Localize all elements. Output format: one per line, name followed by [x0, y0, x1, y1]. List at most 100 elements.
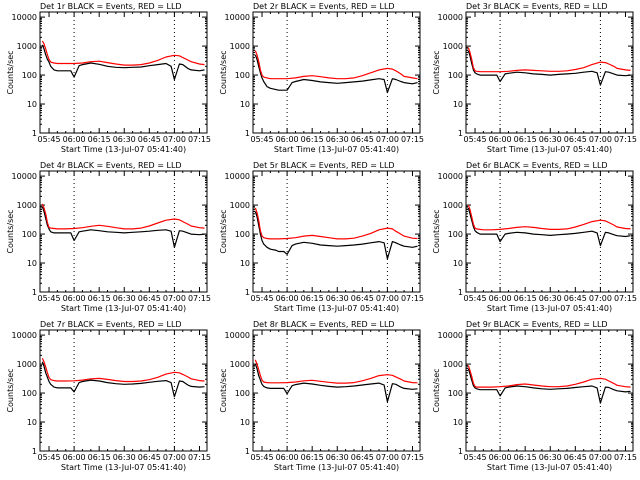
y-tick-label: 10000 [12, 13, 37, 22]
y-axis-label: Counts/sec [6, 368, 15, 412]
detector-panel: Det 3r BLACK = Events, RED = LLD 1 10 100 10… [432, 2, 637, 154]
x-tick-label: 06:30 [539, 294, 562, 303]
y-tick-label: 10 [240, 259, 250, 268]
y-axis-label: Counts/sec [219, 209, 228, 253]
series-line-events [467, 368, 631, 404]
y-tick-label: 1000 [230, 42, 250, 51]
x-tick-label: 07:00 [163, 294, 186, 303]
detector-panel: Det 4r BLACK = Events, RED = LLD 1 10 100 10… [6, 161, 211, 313]
panel-title: Det 6r BLACK = Events, RED = LLD [466, 161, 608, 170]
x-tick-label: 06:30 [326, 453, 349, 462]
x-tick-label: 05:45 [463, 135, 486, 144]
x-tick-label: 07:00 [163, 135, 186, 144]
x-tick-label: 07:00 [376, 453, 399, 462]
x-tick-label: 06:45 [351, 453, 374, 462]
x-tick-label: 05:45 [37, 453, 60, 462]
x-tick-label: 06:15 [88, 294, 111, 303]
plot-frame [465, 11, 634, 134]
series-line-lld [467, 47, 631, 73]
y-tick-label: 10000 [12, 331, 37, 340]
series-line-events [467, 50, 631, 86]
x-tick-label: 06:30 [539, 135, 562, 144]
x-tick-label: 06:30 [326, 294, 349, 303]
x-tick-label: 05:45 [37, 135, 60, 144]
y-axis-label: Counts/sec [432, 209, 441, 253]
y-tick-label: 10 [27, 418, 37, 427]
plot-frame [39, 11, 208, 134]
x-tick-label: 06:00 [276, 453, 299, 462]
plot-frame [252, 329, 421, 452]
panel-title: Det 2r BLACK = Events, RED = LLD [253, 2, 395, 11]
panel-title: Det 1r BLACK = Events, RED = LLD [40, 2, 182, 11]
y-tick-label: 10000 [438, 331, 463, 340]
x-axis-label: Start Time (13-Jul-07 05:41:40) [487, 145, 612, 154]
x-tick-label: 07:00 [589, 453, 612, 462]
x-tick-label: 07:15 [188, 294, 211, 303]
y-tick-label: 1000 [443, 201, 463, 210]
y-tick-label: 1 [32, 447, 37, 456]
y-tick-label: 1 [32, 288, 37, 297]
plot-frame [465, 329, 634, 452]
series-line-lld [254, 359, 418, 384]
y-axis-label: Counts/sec [6, 50, 15, 94]
x-tick-label: 07:15 [188, 453, 211, 462]
x-tick-label: 06:00 [63, 135, 86, 144]
detector-panel: Det 7r BLACK = Events, RED = LLD 1 10 100 10… [6, 320, 211, 472]
y-axis-label: Counts/sec [219, 368, 228, 412]
x-axis-label: Start Time (13-Jul-07 05:41:40) [274, 463, 399, 472]
y-tick-label: 10 [240, 418, 250, 427]
series-line-lld [254, 207, 418, 240]
x-axis-label: Start Time (13-Jul-07 05:41:40) [487, 463, 612, 472]
x-tick-label: 06:15 [514, 135, 537, 144]
y-tick-label: 100 [235, 71, 250, 80]
y-tick-label: 1000 [230, 360, 250, 369]
x-tick-label: 06:15 [301, 135, 324, 144]
y-tick-label: 10000 [438, 13, 463, 22]
x-axis-label: Start Time (13-Jul-07 05:41:40) [487, 304, 612, 313]
x-tick-label: 05:45 [37, 294, 60, 303]
x-tick-label: 05:45 [250, 135, 273, 144]
x-tick-label: 06:00 [63, 294, 86, 303]
series-line-events [41, 206, 205, 248]
x-tick-label: 06:30 [113, 294, 136, 303]
y-axis-label: Counts/sec [6, 209, 15, 253]
x-axis-label: Start Time (13-Jul-07 05:41:40) [61, 145, 186, 154]
x-axis-label: Start Time (13-Jul-07 05:41:40) [274, 304, 399, 313]
y-tick-label: 100 [22, 389, 37, 398]
y-tick-label: 10 [240, 100, 250, 109]
x-tick-label: 07:15 [614, 135, 637, 144]
detector-panel: Det 2r BLACK = Events, RED = LLD 1 10 100 10… [219, 2, 424, 154]
y-tick-label: 1 [458, 288, 463, 297]
detector-panel: Det 5r BLACK = Events, RED = LLD 1 10 100 10… [219, 161, 424, 313]
series-line-events [41, 361, 205, 398]
y-tick-label: 10000 [225, 172, 250, 181]
y-tick-label: 100 [22, 71, 37, 80]
y-tick-label: 1000 [17, 360, 37, 369]
x-tick-label: 06:30 [113, 135, 136, 144]
panel-title: Det 4r BLACK = Events, RED = LLD [40, 161, 182, 170]
x-tick-label: 06:00 [489, 135, 512, 144]
series-line-lld [41, 357, 205, 383]
x-axis-label: Start Time (13-Jul-07 05:41:40) [61, 463, 186, 472]
x-tick-label: 06:00 [276, 294, 299, 303]
series-line-lld [467, 365, 631, 388]
x-tick-label: 06:30 [539, 453, 562, 462]
y-tick-label: 100 [235, 389, 250, 398]
y-tick-label: 10000 [225, 331, 250, 340]
detector-panel: Det 9r BLACK = Events, RED = LLD 1 10 100 10… [432, 320, 637, 472]
x-axis-label: Start Time (13-Jul-07 05:41:40) [274, 145, 399, 154]
y-tick-label: 10 [27, 100, 37, 109]
y-tick-label: 10000 [12, 172, 37, 181]
x-tick-label: 07:00 [163, 453, 186, 462]
x-tick-label: 07:15 [188, 135, 211, 144]
y-tick-label: 1 [245, 288, 250, 297]
x-tick-label: 05:45 [463, 453, 486, 462]
x-tick-label: 06:45 [351, 294, 374, 303]
x-tick-label: 06:45 [564, 453, 587, 462]
y-tick-label: 1 [458, 447, 463, 456]
x-tick-label: 06:45 [564, 135, 587, 144]
x-tick-label: 06:00 [63, 453, 86, 462]
x-tick-label: 07:00 [589, 294, 612, 303]
